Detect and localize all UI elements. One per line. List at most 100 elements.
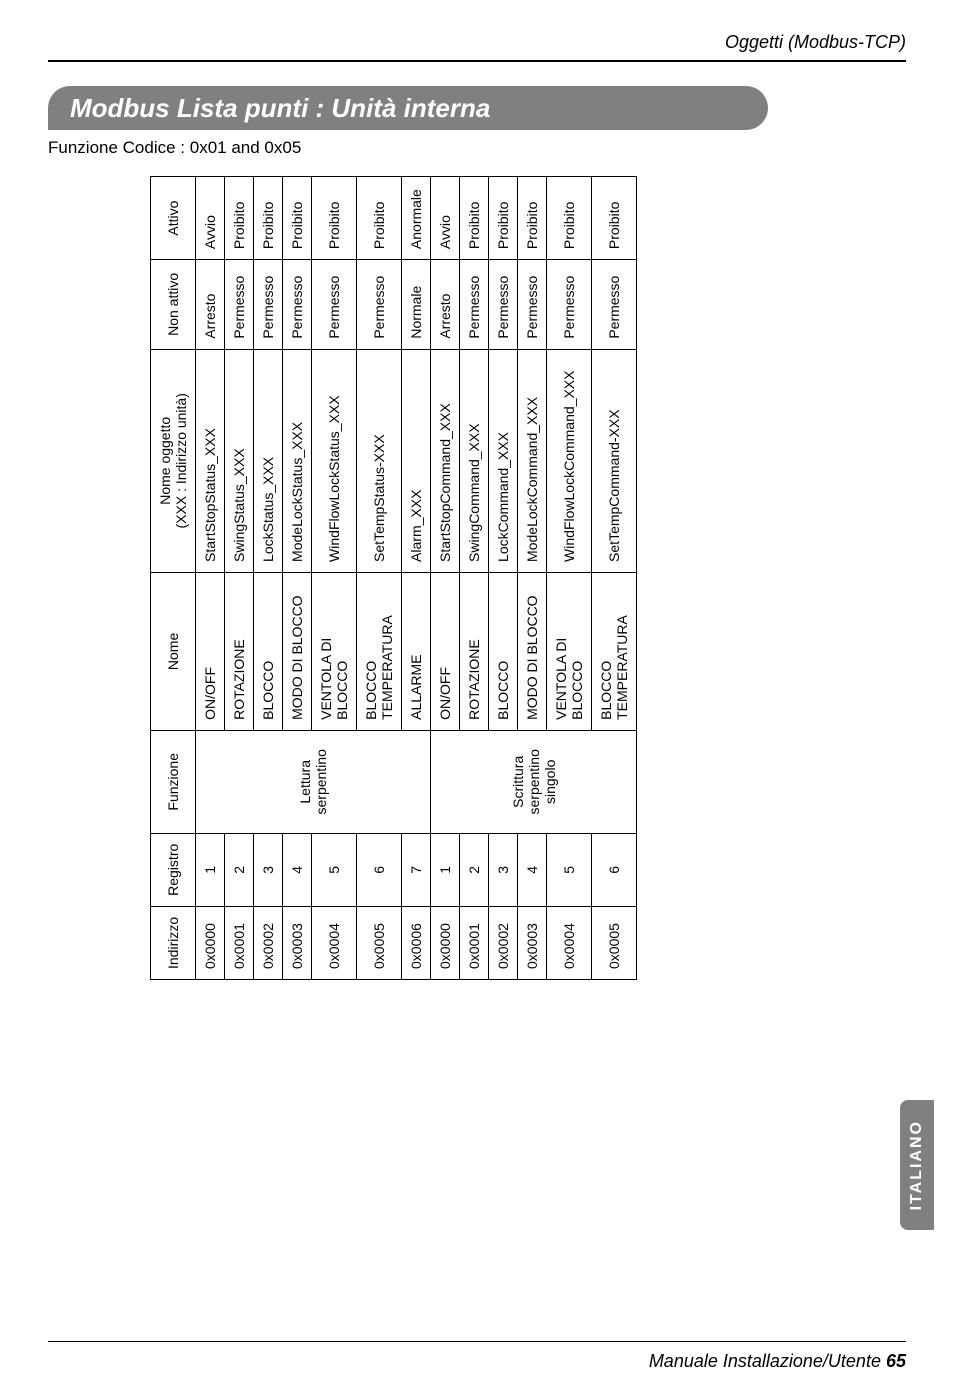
page-subtitle: Funzione Codice : 0x01 and 0x05: [48, 138, 301, 158]
cell-oggetto: StartStopStatus_XXX: [196, 349, 225, 572]
cell-nome: BLOCCO TEMPERATURA: [357, 572, 402, 730]
cell-nome: BLOCCO: [489, 572, 518, 730]
col-header-non-attivo: Non attivo: [151, 260, 196, 350]
cell-non-attivo: Permesso: [592, 260, 637, 350]
language-label: ITALIANO: [908, 1120, 926, 1210]
cell-non-attivo: Permesso: [225, 260, 254, 350]
cell-oggetto: SwingCommand_XXX: [460, 349, 489, 572]
table-row: 0x0004 5 VENTOLA DI BLOCCO WindFlowLockC…: [547, 177, 592, 980]
cell-indirizzo: 0x0006: [402, 906, 431, 979]
cell-indirizzo: 0x0005: [357, 906, 402, 979]
table-row: 0x0005 6 BLOCCO TEMPERATURA SetTempStatu…: [357, 177, 402, 980]
table-row: 0x0002 3 BLOCCO LockCommand_XXX Permesso…: [489, 177, 518, 980]
cell-nome: BLOCCO TEMPERATURA: [592, 572, 637, 730]
footer-text: Manuale Installazione/Utente 65: [649, 1351, 906, 1372]
cell-nome: VENTOLA DI BLOCCO: [312, 572, 357, 730]
cell-nome: ON/OFF: [196, 572, 225, 730]
cell-attivo: Proibito: [518, 177, 547, 260]
cell-non-attivo: Arresto: [196, 260, 225, 350]
cell-nome: MODO DI BLOCCO: [518, 572, 547, 730]
footer-page-number: 65: [886, 1351, 906, 1371]
cell-attivo: Proibito: [312, 177, 357, 260]
cell-non-attivo: Permesso: [460, 260, 489, 350]
table-row: 0x0005 6 BLOCCO TEMPERATURA SetTempComma…: [592, 177, 637, 980]
cell-registro: 6: [592, 833, 637, 906]
col-header-oggetto-l1: Nome oggetto: [157, 417, 173, 505]
table-row: 0x0000 1 Lettura serpentino ON/OFF Start…: [196, 177, 225, 980]
cell-oggetto: WindFlowLockStatus_XXX: [312, 349, 357, 572]
col-header-attivo: Attivo: [151, 177, 196, 260]
col-header-nome: Nome: [151, 572, 196, 730]
col-header-indirizzo: Indirizzo: [151, 906, 196, 979]
cell-nome: ON/OFF: [431, 572, 460, 730]
cell-attivo: Proibito: [254, 177, 283, 260]
header-section-label: Oggetti (Modbus-TCP): [725, 32, 906, 53]
cell-nome: BLOCCO: [254, 572, 283, 730]
cell-indirizzo: 0x0000: [196, 906, 225, 979]
cell-indirizzo: 0x0002: [254, 906, 283, 979]
table-row: 0x0001 2 ROTAZIONE SwingCommand_XXX Perm…: [460, 177, 489, 980]
cell-registro: 3: [489, 833, 518, 906]
cell-indirizzo: 0x0004: [547, 906, 592, 979]
page-title-pill: Modbus Lista punti : Unità interna: [48, 86, 768, 130]
cell-attivo: Proibito: [592, 177, 637, 260]
table-row: 0x0003 4 MODO DI BLOCCO ModeLockCommand_…: [518, 177, 547, 980]
cell-nome: ROTAZIONE: [225, 572, 254, 730]
cell-nome: VENTOLA DI BLOCCO: [547, 572, 592, 730]
col-header-funzione: Funzione: [151, 730, 196, 833]
cell-nome: ROTAZIONE: [460, 572, 489, 730]
cell-registro: 1: [196, 833, 225, 906]
cell-indirizzo: 0x0001: [225, 906, 254, 979]
cell-oggetto: SetTempCommand-XXX: [592, 349, 637, 572]
cell-attivo: Proibito: [489, 177, 518, 260]
cell-oggetto: StartStopCommand_XXX: [431, 349, 460, 572]
cell-oggetto: WindFlowLockCommand_XXX: [547, 349, 592, 572]
cell-oggetto: LockCommand_XXX: [489, 349, 518, 572]
cell-attivo: Proibito: [283, 177, 312, 260]
cell-non-attivo: Permesso: [357, 260, 402, 350]
cell-attivo: Avvio: [431, 177, 460, 260]
cell-funzione-write: Scrittura serpentino singolo: [431, 730, 637, 833]
table-row: 0x0003 4 MODO DI BLOCCO ModeLockStatus_X…: [283, 177, 312, 980]
cell-registro: 1: [431, 833, 460, 906]
cell-non-attivo: Permesso: [254, 260, 283, 350]
header-rule: [48, 60, 906, 62]
cell-registro: 5: [547, 833, 592, 906]
cell-registro: 6: [357, 833, 402, 906]
cell-funzione-read: Lettura serpentino: [196, 730, 431, 833]
cell-registro: 2: [460, 833, 489, 906]
table-row: 0x0001 2 ROTAZIONE SwingStatus_XXX Perme…: [225, 177, 254, 980]
cell-registro: 5: [312, 833, 357, 906]
cell-registro: 7: [402, 833, 431, 906]
cell-indirizzo: 0x0000: [431, 906, 460, 979]
cell-attivo: Proibito: [357, 177, 402, 260]
footer-rule: [48, 1341, 906, 1343]
cell-nome: MODO DI BLOCCO: [283, 572, 312, 730]
cell-oggetto: LockStatus_XXX: [254, 349, 283, 572]
cell-non-attivo: Permesso: [489, 260, 518, 350]
cell-indirizzo: 0x0001: [460, 906, 489, 979]
cell-non-attivo: Arresto: [431, 260, 460, 350]
table-row: 0x0006 7 ALLARME Alarm_XXX Normale Anorm…: [402, 177, 431, 980]
cell-registro: 4: [283, 833, 312, 906]
table-row: 0x0004 5 VENTOLA DI BLOCCO WindFlowLockS…: [312, 177, 357, 980]
cell-attivo: Proibito: [225, 177, 254, 260]
cell-oggetto: Alarm_XXX: [402, 349, 431, 572]
table-header-row: Indirizzo Registro Funzione Nome Nome og…: [151, 177, 196, 980]
cell-attivo: Anormale: [402, 177, 431, 260]
cell-indirizzo: 0x0003: [283, 906, 312, 979]
table-row: 0x0000 1 Scrittura serpentino singolo ON…: [431, 177, 460, 980]
cell-non-attivo: Normale: [402, 260, 431, 350]
table-row: 0x0002 3 BLOCCO LockStatus_XXX Permesso …: [254, 177, 283, 980]
cell-indirizzo: 0x0004: [312, 906, 357, 979]
cell-oggetto: SwingStatus_XXX: [225, 349, 254, 572]
page-title: Modbus Lista punti : Unità interna: [70, 93, 490, 124]
cell-non-attivo: Permesso: [283, 260, 312, 350]
cell-registro: 3: [254, 833, 283, 906]
col-header-oggetto: Nome oggetto (XXX : Indirizzo unità): [151, 349, 196, 572]
table-body: 0x0000 1 Lettura serpentino ON/OFF Start…: [196, 177, 637, 980]
cell-oggetto: SetTempStatus-XXX: [357, 349, 402, 572]
cell-registro: 2: [225, 833, 254, 906]
modbus-table: Indirizzo Registro Funzione Nome Nome og…: [150, 176, 637, 980]
cell-indirizzo: 0x0002: [489, 906, 518, 979]
